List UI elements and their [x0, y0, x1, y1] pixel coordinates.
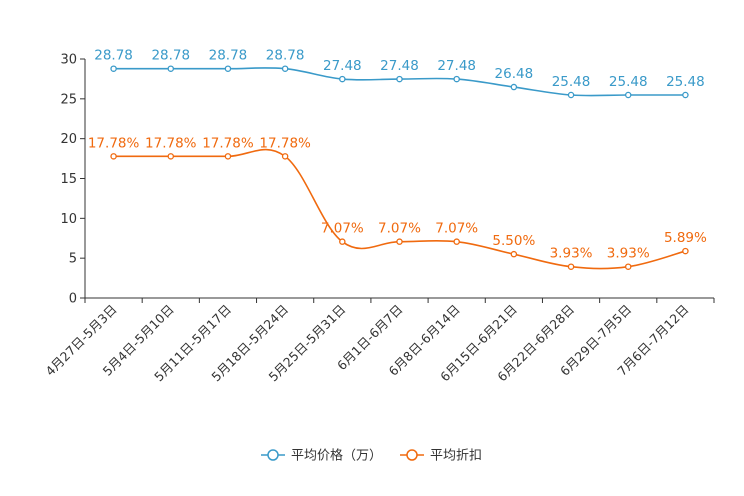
y-tick-label: 20 [60, 132, 77, 147]
data-point-discount[interactable] [567, 263, 575, 270]
data-point-discount[interactable] [339, 238, 346, 245]
data-point-discount[interactable] [682, 247, 689, 255]
data-label-price: 25.48 [552, 74, 591, 90]
y-axis: 0 5 10 15 20 25 30 [60, 53, 86, 307]
series-discount: 17.78% 17.78% 17.78% 17.78% 7.07% 7.07% 7.07% 5… [88, 135, 707, 270]
data-label-price: 27.48 [380, 58, 419, 74]
data-point-discount[interactable] [167, 153, 175, 160]
data-point-price[interactable] [682, 91, 689, 99]
x-axis: 4月27日-5月3日5月4日-5月10日5月11日-5月17日5月18日-5月2… [42, 297, 715, 384]
y-tick-label: 30 [60, 53, 77, 68]
data-label-discount: 5.50% [492, 233, 535, 249]
data-point-discount[interactable] [624, 263, 632, 270]
data-label-price: 28.78 [151, 48, 190, 64]
data-point-price[interactable] [167, 65, 175, 72]
legend: 平均价格（万） 平均折扣 [261, 448, 482, 464]
legend-item-price[interactable]: 平均价格（万） [261, 448, 382, 464]
data-label-price: 25.48 [666, 74, 705, 90]
data-point-price[interactable] [281, 65, 289, 72]
series-price: 28.78 28.78 28.78 28.78 27.48 27.48 27.48 26.48… [94, 48, 705, 99]
y-tick-label: 5 [69, 252, 77, 267]
data-point-price[interactable] [453, 75, 460, 83]
y-tick-label: 25 [60, 92, 77, 107]
data-label-discount: 7.07% [321, 221, 364, 237]
data-point-discount[interactable] [224, 153, 232, 160]
series-line-discount [113, 148, 686, 270]
data-label-price: 27.48 [437, 58, 476, 74]
data-label-discount: 7.07% [435, 221, 478, 237]
data-point-price[interactable] [510, 83, 518, 91]
data-label-price: 25.48 [609, 74, 648, 90]
data-label-price: 28.78 [209, 48, 248, 64]
legend-label-discount: 平均折扣 [430, 449, 482, 464]
data-label-discount: 7.07% [378, 221, 421, 237]
data-point-price[interactable] [339, 75, 346, 83]
data-label-discount: 17.78% [145, 135, 197, 151]
data-point-discount[interactable] [110, 153, 117, 160]
data-label-discount: 17.78% [259, 135, 311, 151]
data-label-price: 27.48 [323, 58, 362, 74]
data-point-discount[interactable] [453, 238, 460, 245]
y-tick-label: 10 [60, 212, 77, 227]
data-point-price[interactable] [110, 65, 117, 72]
data-label-discount: 3.93% [607, 246, 650, 262]
data-point-discount[interactable] [510, 250, 518, 258]
data-label-discount: 5.89% [664, 230, 707, 246]
legend-item-discount[interactable]: 平均折扣 [400, 449, 482, 464]
data-point-discount[interactable] [396, 238, 403, 245]
data-point-price[interactable] [396, 75, 403, 83]
data-label-discount: 17.78% [202, 135, 254, 151]
data-label-discount: 3.93% [550, 246, 593, 262]
series-layer: 28.78 28.78 28.78 28.78 27.48 27.48 27.48 26.48… [88, 48, 707, 270]
data-label-price: 26.48 [495, 66, 534, 82]
data-point-price[interactable] [224, 65, 232, 72]
data-point-discount[interactable] [281, 153, 289, 160]
data-label-discount: 17.78% [88, 135, 140, 151]
data-label-price: 28.78 [94, 48, 133, 64]
y-tick-label: 0 [69, 292, 77, 307]
data-point-price[interactable] [567, 91, 575, 99]
data-point-price[interactable] [624, 91, 632, 99]
legend-label-price: 平均价格（万） [291, 448, 382, 464]
y-tick-label: 15 [60, 172, 77, 187]
data-label-price: 28.78 [266, 48, 305, 64]
